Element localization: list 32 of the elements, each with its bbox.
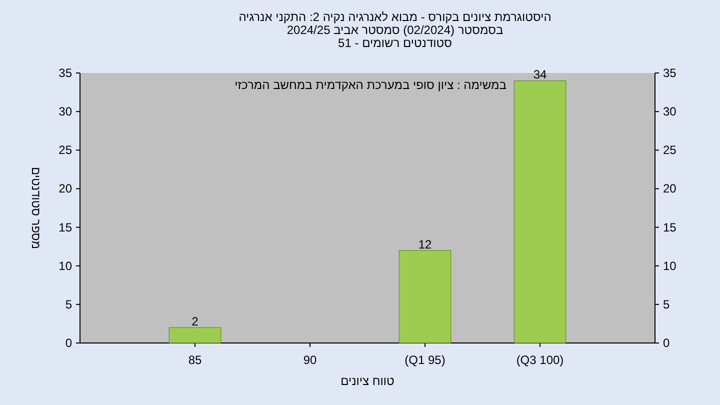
data-label: 12: [418, 237, 432, 252]
x-tick-label: (Q1 95): [404, 353, 446, 367]
y2-tick-label: 25: [663, 143, 677, 158]
x-tick-label: 85: [188, 353, 202, 367]
y-tick-label: 0: [65, 336, 72, 350]
y-tick-label: 5: [65, 297, 72, 312]
annotation: במשימה : ציון סופי במערכת האקדמית במחשב המרכזי: [234, 78, 506, 92]
title: היסטוגרמת ציונים בקורס - מבוא לאנרגיה נקיה 2: התקני אנרגיה: [238, 10, 552, 24]
bar: [168, 327, 222, 344]
y2-tick-label: 20: [663, 182, 677, 196]
y2-tick-label: 0: [663, 336, 670, 350]
x-tick-label: 90: [303, 353, 317, 367]
bar: [398, 250, 452, 344]
y-tick-label: 25: [58, 143, 72, 158]
data-label: 34: [533, 68, 547, 82]
y-tick-label: 20: [58, 182, 72, 196]
y-tick-label: 10: [58, 258, 72, 273]
y2-tick-label: 5: [663, 297, 670, 312]
xlabel: טווח ציונים: [340, 374, 394, 388]
y2-tick-label: 15: [663, 220, 677, 234]
y2-tick-label: 10: [663, 258, 677, 273]
y2-tick-label: 35: [663, 66, 677, 80]
y-tick-label: 35: [58, 66, 72, 80]
data-label: 2: [192, 314, 199, 329]
bar: [514, 80, 566, 344]
y-tick-label: 15: [58, 220, 72, 234]
subtitle: בסמסטר (02/2024) סמסטר אביב 2024/25: [286, 23, 504, 37]
y-tick-label: 30: [58, 104, 72, 119]
annotation: סטודנטים רשומים - 51: [338, 36, 452, 50]
ylabel: מספר סטודנטים: [29, 166, 43, 250]
y2-tick-label: 30: [663, 104, 677, 119]
x-tick-label: (Q3 100): [516, 353, 564, 367]
